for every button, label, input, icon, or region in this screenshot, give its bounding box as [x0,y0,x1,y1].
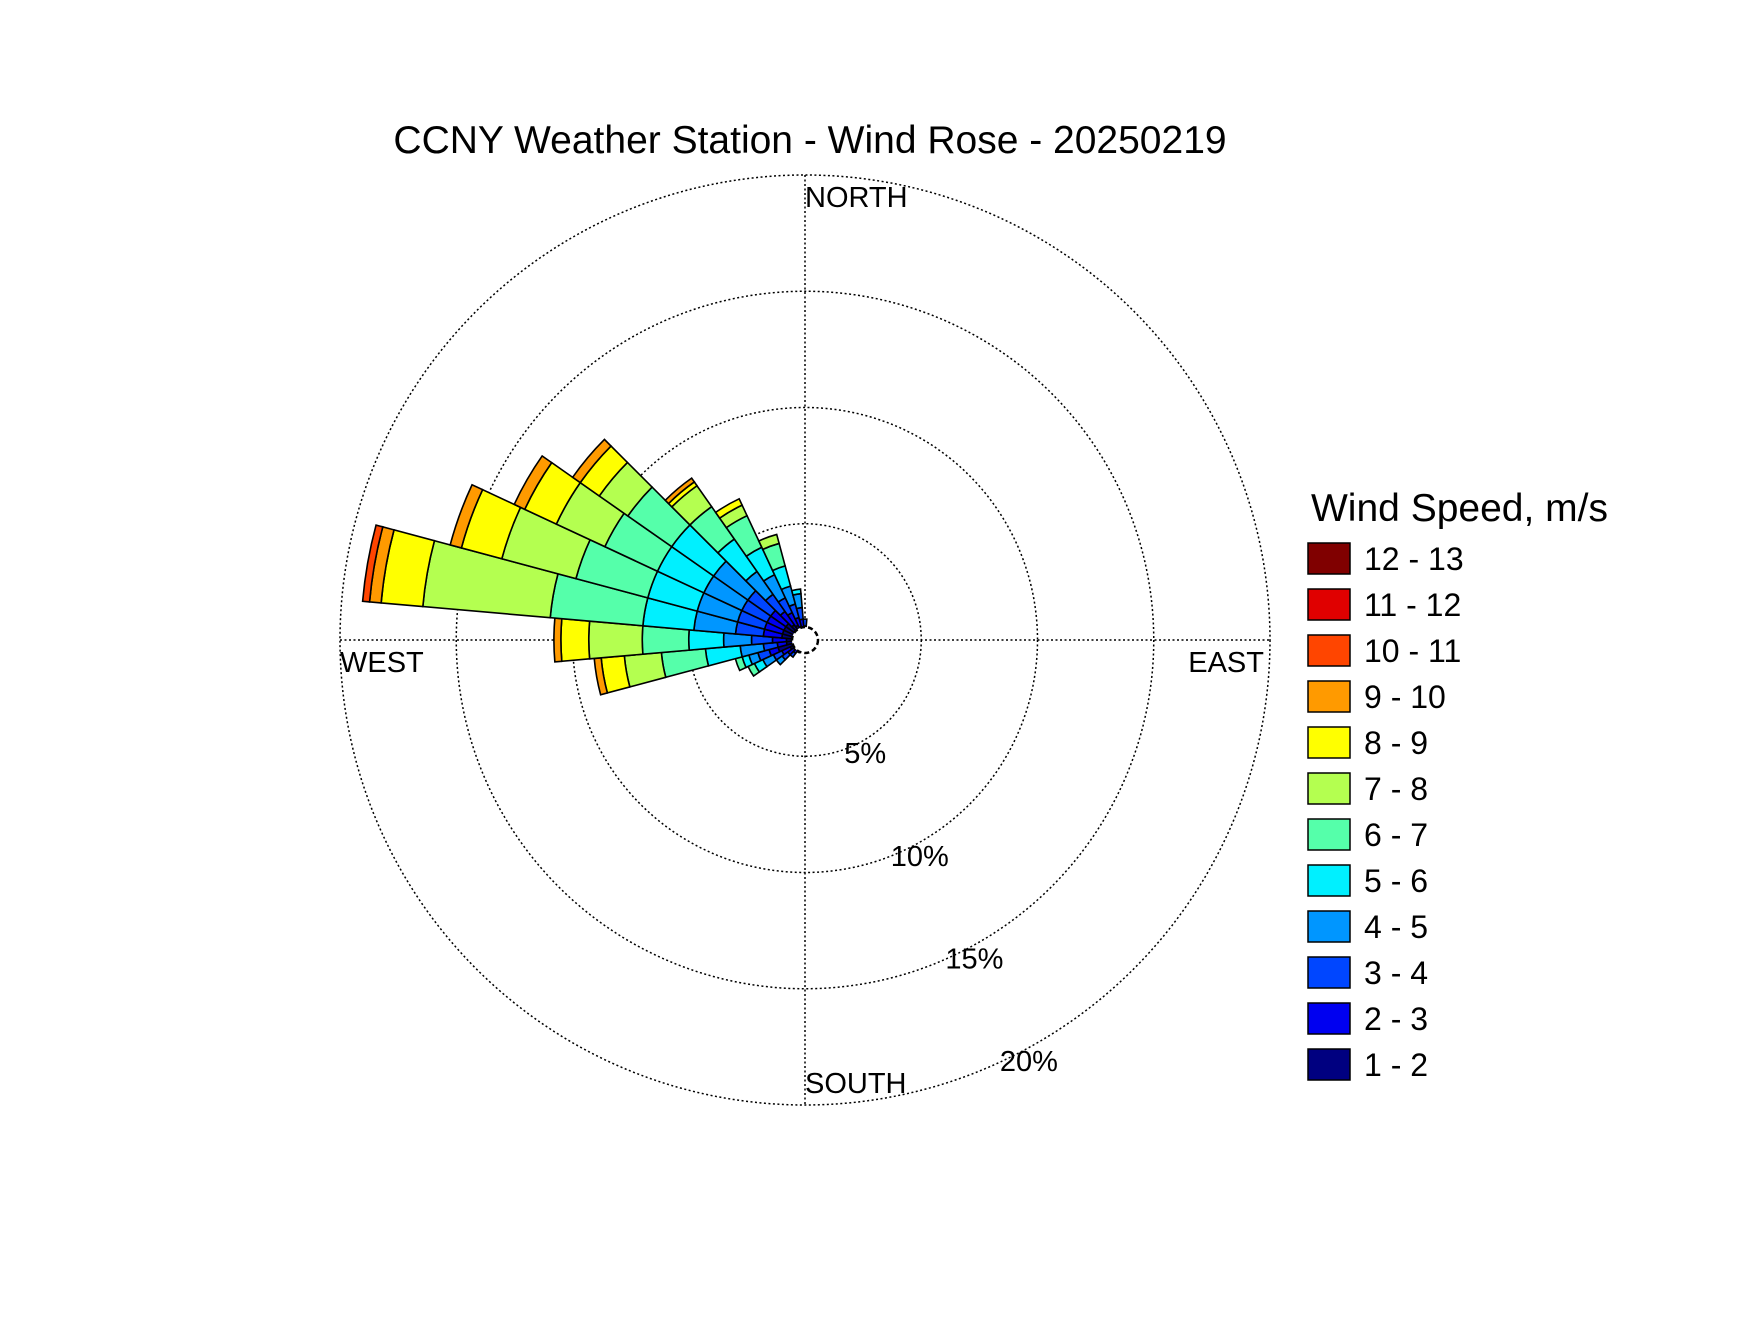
legend-swatch [1307,772,1351,805]
sector-310 [571,438,800,636]
legend-label: 9 - 10 [1364,679,1446,715]
legend-swatch [1307,1002,1351,1035]
sector-260-bin-7 [623,651,667,688]
wind-sectors [361,438,808,696]
legend-item: 11 - 12 [1307,587,1461,623]
radial-tick-label-1: 5% [844,738,886,770]
sector-320-bin-9 [664,477,696,505]
legend: Wind Speed, m/s 12 - 13 11 - 12 10 - 11 9 -… [1307,487,1608,1083]
sector-340-bin-7 [757,533,781,551]
axis-labels: NORTH EAST SOUTH WEST [340,182,1264,1100]
direction-label-north: NORTH [805,182,908,214]
legend-items: 12 - 13 11 - 12 10 - 11 9 - 10 8 - 9 7 - 8 6 -… [1307,541,1464,1083]
direction-label-east: EAST [1188,647,1264,679]
chart-title: CCNY Weather Station - Wind Rose - 20250… [393,119,1226,162]
legend-swatch [1307,864,1351,897]
sector-240-bin-6 [747,662,761,678]
legend-label: 8 - 9 [1364,725,1428,761]
legend-label: 5 - 6 [1364,863,1428,899]
legend-item: 1 - 2 [1307,1047,1428,1083]
sector-320 [664,477,801,635]
sector-230-bin-4 [775,654,787,666]
legend-item: 8 - 9 [1307,725,1428,761]
sector-310-bin-9 [571,438,613,484]
legend-item: 5 - 6 [1307,863,1428,899]
direction-label-west: WEST [340,647,424,679]
sector-280 [361,524,797,641]
legend-label: 12 - 13 [1364,541,1464,577]
legend-item: 2 - 3 [1307,1001,1428,1037]
sector-330-bin-8 [714,497,744,520]
legend-swatch [1307,588,1351,621]
legend-label: 10 - 11 [1364,633,1461,669]
sector-290 [449,483,798,639]
grid-ring-3 [455,290,1155,990]
calm-center [790,625,820,655]
legend-item: 12 - 13 [1307,541,1464,577]
calm-circle [790,625,820,655]
legend-label: 2 - 3 [1364,1001,1428,1037]
sector-270-bin-9 [553,617,563,663]
radial-tick-label-2: 10% [891,841,949,873]
legend-swatch [1307,726,1351,759]
legend-swatch [1307,910,1351,943]
sector-270-bin-7 [587,620,644,660]
sector-260-bin-6 [660,647,710,679]
sector-300-bin-9 [513,454,553,511]
legend-label: 4 - 5 [1364,909,1428,945]
sector-0-bin-3 [802,618,808,627]
sector-260 [593,639,797,696]
legend-label: 11 - 12 [1364,587,1461,623]
sector-220-bin-3 [789,650,797,659]
sector-330 [714,497,803,634]
legend-item: 6 - 7 [1307,817,1428,853]
legend-item: 7 - 8 [1307,771,1428,807]
legend-label: 7 - 8 [1364,771,1428,807]
sector-350-bin-5 [790,588,802,597]
sector-270-bin-8 [560,617,591,663]
legend-swatch [1307,1048,1351,1081]
sector-270 [553,617,797,663]
legend-label: 3 - 4 [1364,955,1428,991]
legend-item: 9 - 10 [1307,679,1446,715]
legend-item: 10 - 11 [1307,633,1461,669]
radial-tick-labels: 5% 10% 15% 20% [844,738,1058,1078]
legend-label: 1 - 2 [1364,1047,1428,1083]
direction-label-south: SOUTH [805,1068,907,1100]
sector-340 [757,533,804,633]
legend-swatch [1307,680,1351,713]
grid-ring-4 [339,174,1271,1106]
legend-label: 6 - 7 [1364,817,1428,853]
legend-swatch [1307,818,1351,851]
legend-swatch [1307,956,1351,989]
sector-270-bin-6 [641,624,691,656]
radial-tick-label-3: 15% [945,944,1003,976]
legend-item: 4 - 5 [1307,909,1428,945]
sector-290-bin-9 [449,483,484,549]
legend-swatch [1307,542,1351,575]
radial-tick-label-4: 20% [1000,1046,1058,1078]
sector-280-bin-10 [361,524,384,603]
legend-title: Wind Speed, m/s [1311,487,1608,530]
legend-swatch [1307,634,1351,667]
legend-item: 3 - 4 [1307,955,1428,991]
